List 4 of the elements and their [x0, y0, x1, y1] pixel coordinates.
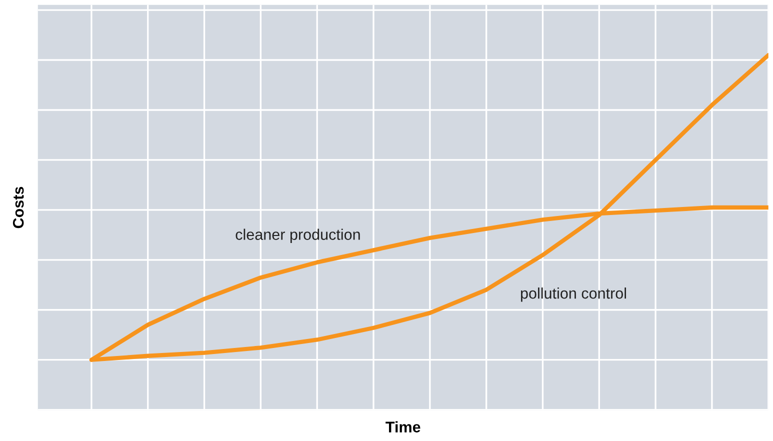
- x-axis-title: Time: [386, 421, 420, 432]
- annotation: pollution control: [520, 288, 626, 302]
- annotation: cleaner production: [236, 228, 360, 243]
- y-axis-title: Costs: [12, 186, 24, 228]
